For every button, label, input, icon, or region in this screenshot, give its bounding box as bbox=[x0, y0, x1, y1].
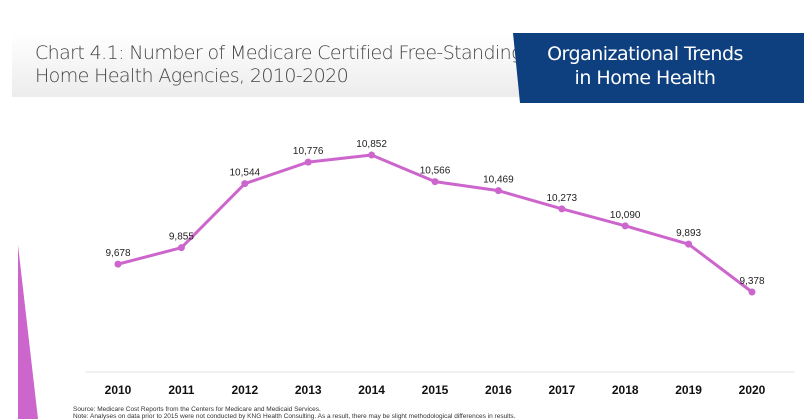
data-point bbox=[431, 178, 439, 186]
note-text: Note: Analyses on data prior to 2015 wer… bbox=[73, 413, 516, 420]
data-point bbox=[748, 288, 756, 296]
data-label: 10,544 bbox=[230, 168, 261, 179]
x-tick-label: 2014 bbox=[358, 383, 385, 397]
section-title: Organizational Trends in Home Health bbox=[520, 42, 770, 90]
source-note: Source: Medicare Cost Reports from the C… bbox=[73, 406, 516, 420]
title-line: Chart 4.1: Number of Medicare Certified … bbox=[35, 42, 522, 64]
data-point bbox=[241, 180, 249, 188]
data-label: 9,378 bbox=[739, 276, 764, 287]
x-tick-label: 2010 bbox=[105, 383, 132, 397]
data-label: 10,090 bbox=[610, 210, 641, 221]
data-label: 9,893 bbox=[676, 228, 701, 239]
x-tick-label: 2020 bbox=[739, 383, 766, 397]
data-label: 9,678 bbox=[105, 248, 130, 259]
chart-title: Chart 4.1: Number of Medicare Certified … bbox=[35, 42, 522, 88]
data-label: 10,852 bbox=[356, 139, 387, 150]
x-tick-label: 2011 bbox=[168, 383, 194, 397]
data-point bbox=[494, 187, 502, 195]
data-point bbox=[685, 240, 693, 248]
data-label: 10,566 bbox=[420, 166, 451, 177]
section-line: Organizational Trends bbox=[547, 43, 743, 65]
data-label: 10,469 bbox=[483, 175, 514, 186]
data-point bbox=[177, 244, 185, 252]
data-label: 10,273 bbox=[547, 193, 578, 204]
data-point bbox=[114, 260, 122, 268]
x-tick-label: 2016 bbox=[485, 383, 512, 397]
data-point bbox=[558, 205, 566, 213]
x-tick-label: 2012 bbox=[231, 383, 258, 397]
x-tick-label: 2017 bbox=[548, 383, 575, 397]
x-tick-label: 2019 bbox=[675, 383, 702, 397]
data-point bbox=[368, 151, 376, 159]
x-tick-label: 2013 bbox=[295, 383, 322, 397]
data-label: 9,855 bbox=[169, 232, 194, 243]
data-label: 10,776 bbox=[293, 146, 324, 157]
header-band bbox=[12, 33, 532, 97]
x-tick-label: 2015 bbox=[422, 383, 449, 397]
section-line: in Home Health bbox=[574, 67, 716, 89]
data-point bbox=[621, 222, 629, 230]
source-text: Source: Medicare Cost Reports from the C… bbox=[73, 406, 321, 413]
title-line: Home Health Agencies, 2010-2020 bbox=[35, 65, 349, 87]
data-point bbox=[304, 158, 312, 166]
section-banner bbox=[513, 33, 804, 103]
x-tick-label: 2018 bbox=[612, 383, 639, 397]
